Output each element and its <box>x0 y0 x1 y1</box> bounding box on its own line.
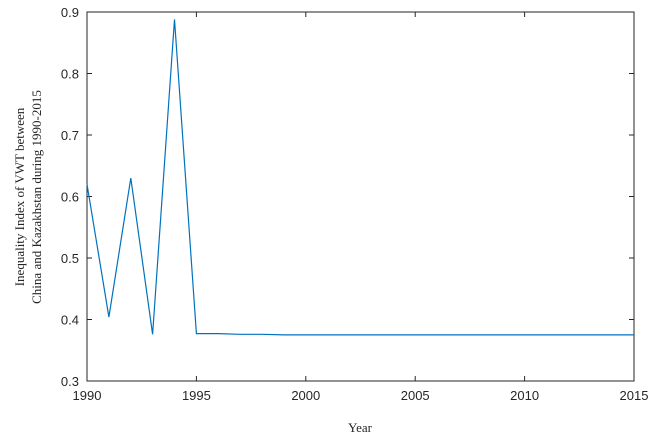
y-tick-label: 0.6 <box>61 190 79 205</box>
y-tick-label: 0.5 <box>61 251 79 266</box>
y-tick-label: 0.4 <box>61 313 79 328</box>
y-axis-title-line-2: China and Kazakhstan during 1990-2015 <box>29 90 44 304</box>
axis-ticks <box>86 11 635 382</box>
y-axis-title: Inequality Index of VWT between China an… <box>12 90 44 304</box>
y-tick-label: 0.3 <box>61 374 79 389</box>
x-tick-label: 1995 <box>182 388 211 403</box>
y-tick-label: 0.8 <box>61 67 79 82</box>
x-axis-title: Year <box>348 420 373 435</box>
x-tick-label: 1990 <box>73 388 102 403</box>
y-axis-title-line-1: Inequality Index of VWT between <box>12 107 27 286</box>
series-line <box>86 19 634 336</box>
y-tick-label: 0.7 <box>61 128 79 143</box>
series-layer <box>86 19 634 336</box>
plot-frame <box>86 11 635 382</box>
tick-labels: 1990 1995 2000 2005 2010 2015 0.3 0.4 0.5 0.6 0.7 0… <box>61 5 649 403</box>
x-tick-label: 2015 <box>620 388 649 403</box>
y-tick-label: 0.9 <box>61 5 79 20</box>
x-tick-label: 2000 <box>291 388 320 403</box>
x-tick-label: 2010 <box>510 388 539 403</box>
x-tick-label: 2005 <box>401 388 430 403</box>
